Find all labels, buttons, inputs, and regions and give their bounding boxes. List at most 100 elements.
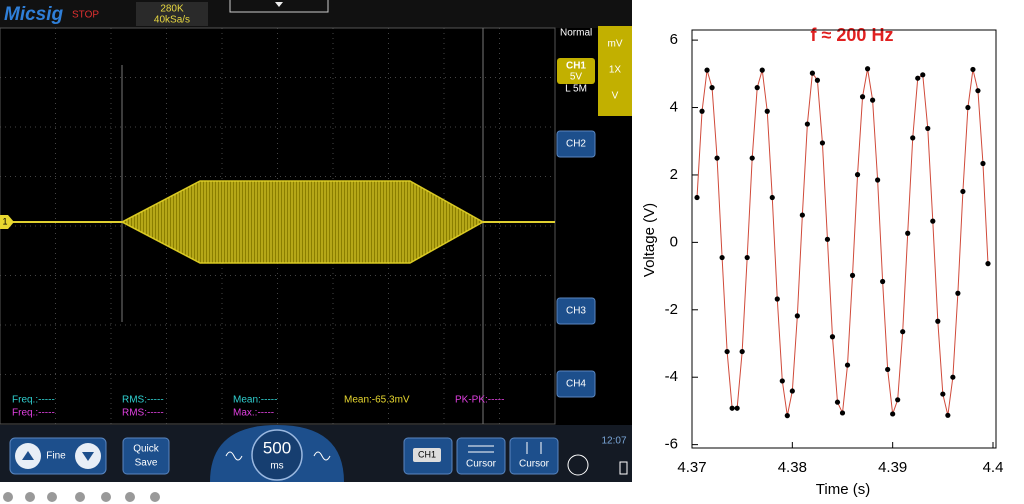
timebase-dial — [251, 429, 303, 481]
y-tick-label: 4 — [670, 99, 678, 116]
marker — [880, 278, 886, 285]
marker — [955, 290, 961, 296]
measurement: PK-PK:----- — [455, 395, 504, 406]
menu-button[interactable] — [567, 454, 589, 476]
measurement: Freq.:----- — [12, 408, 55, 419]
marker — [814, 77, 821, 83]
wave-icon — [313, 451, 331, 461]
icon — [47, 492, 57, 502]
ch-button-label: CH1 — [418, 449, 436, 459]
ch1-marker-label: 1 — [2, 216, 7, 226]
probe: 1X — [609, 65, 622, 76]
ch1-scale: 5V — [570, 72, 583, 83]
measurement: RMS:----- — [122, 395, 164, 406]
marker — [875, 177, 881, 183]
ch1-label: CH1 — [566, 61, 586, 72]
icon — [75, 492, 85, 502]
marker — [864, 66, 871, 72]
timebase-value: 500 — [263, 438, 291, 457]
marker — [915, 75, 921, 81]
marker — [749, 155, 755, 161]
measurement: Mean:-65.3mV — [344, 395, 410, 406]
marker — [784, 413, 790, 419]
ch-chip — [413, 448, 441, 462]
timebase-unit: ms — [270, 461, 283, 472]
marker — [980, 160, 986, 167]
marker — [930, 218, 936, 224]
quick-save-button[interactable] — [122, 437, 170, 475]
icon — [125, 492, 135, 502]
marker — [819, 140, 826, 146]
marker — [804, 121, 810, 127]
marker — [950, 374, 956, 380]
icon — [101, 492, 111, 502]
plot-frame — [691, 29, 997, 449]
ch1-button[interactable] — [557, 58, 595, 84]
marker — [910, 135, 916, 141]
x-tick-label: 4.39 — [878, 459, 907, 476]
marker — [699, 108, 705, 114]
ch2-button[interactable] — [556, 130, 596, 158]
measurement: Mean:----- — [233, 395, 277, 406]
marker — [829, 334, 836, 340]
marker — [789, 388, 795, 394]
marker — [849, 272, 856, 279]
cursor-label: Cursor — [466, 459, 497, 470]
memory-box — [136, 2, 208, 26]
marker — [824, 236, 831, 242]
marker — [890, 411, 896, 417]
cursor-label: Cursor — [519, 459, 550, 470]
cursor-button[interactable] — [509, 437, 559, 475]
marker — [779, 378, 785, 384]
sample-rate: 40kSa/s — [154, 15, 190, 26]
measurement: Freq.:----- — [12, 395, 55, 406]
marker — [920, 72, 926, 78]
measurement: RMS:----- — [122, 408, 164, 419]
marker — [709, 85, 715, 91]
fine-label: Fine — [46, 451, 66, 462]
icon — [150, 492, 160, 502]
marker — [839, 410, 846, 416]
marker — [940, 391, 946, 397]
marker — [764, 108, 770, 114]
trigger-pos — [275, 2, 283, 7]
marker — [895, 397, 901, 403]
memory: 280K — [160, 4, 184, 15]
icon — [25, 492, 35, 502]
marker — [859, 94, 866, 100]
marker — [935, 318, 941, 324]
marker — [985, 261, 991, 267]
marker — [759, 67, 765, 73]
quick-save-label: Quick — [133, 444, 160, 455]
wave-icon — [225, 451, 243, 461]
marker — [965, 104, 971, 111]
marker — [905, 230, 911, 236]
marker — [854, 172, 861, 178]
brand: Micsig — [4, 4, 64, 25]
marker — [744, 254, 750, 261]
cursor-button[interactable] — [456, 437, 506, 475]
ch1-marker — [0, 215, 14, 229]
y-tick-label: 2 — [670, 166, 678, 183]
quick-save-label: Save — [135, 458, 158, 469]
marker — [870, 97, 876, 103]
marker — [885, 366, 891, 373]
ch4-button[interactable] — [556, 370, 596, 398]
ch3-button[interactable] — [556, 297, 596, 325]
chart: f ≈ 200 Hz Time (s) Voltage (V) -6 -4 -2 0 2… — [641, 25, 1003, 498]
unit-bottom: V — [612, 91, 619, 102]
marker — [714, 155, 720, 161]
y-tick-label: -2 — [665, 301, 678, 318]
chart-title: f ≈ 200 Hz — [811, 25, 894, 45]
marker — [734, 405, 740, 411]
measurement: Max.:----- — [233, 408, 274, 419]
bottom-icons — [3, 492, 160, 502]
grid — [0, 28, 555, 424]
clock: 12:07 — [601, 436, 626, 447]
unit-top: mV — [608, 39, 623, 50]
marker — [834, 399, 841, 405]
waveform-fill — [122, 181, 483, 263]
marker — [945, 412, 951, 418]
channel-label: CH2 — [566, 139, 586, 150]
scope-header — [0, 0, 632, 28]
